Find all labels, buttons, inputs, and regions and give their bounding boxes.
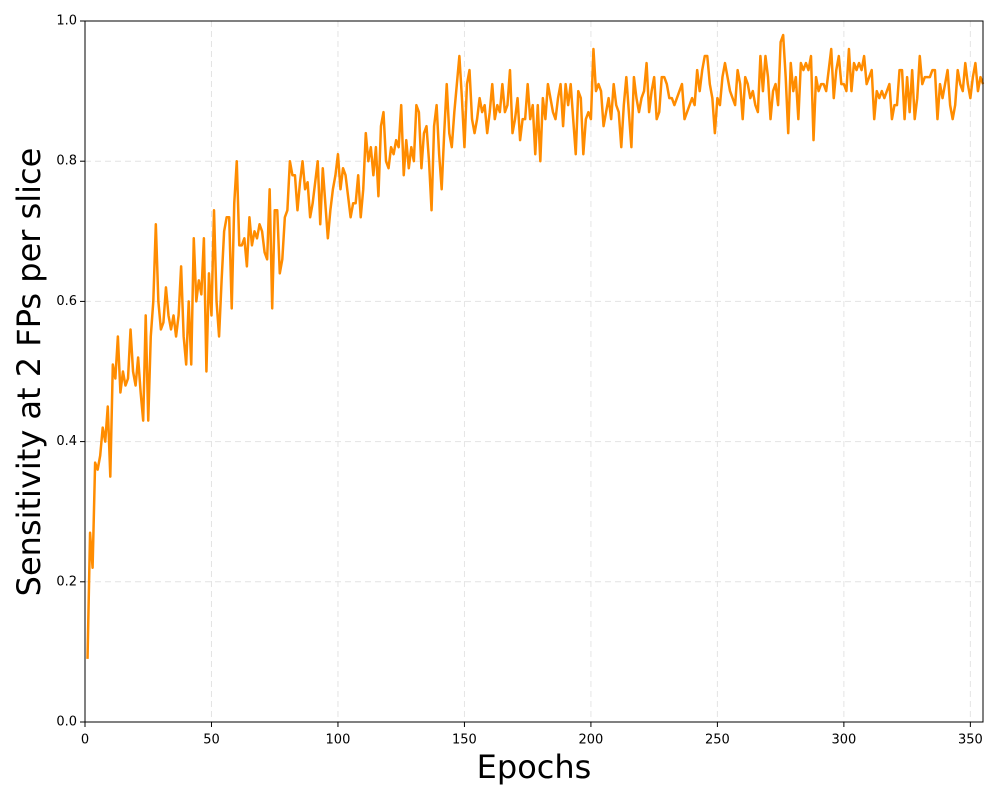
y-tick-label: 1.0 — [56, 14, 77, 29]
x-tick-label: 150 — [452, 733, 477, 748]
x-axis-label: Epochs — [477, 748, 592, 786]
x-tick-label: 200 — [579, 733, 604, 748]
y-tick-label: 0.0 — [56, 715, 77, 730]
y-axis-label: Sensitivity at 2 FPs per slice — [10, 148, 48, 597]
x-tick-label: 0 — [81, 733, 89, 748]
plot-frame — [84, 20, 984, 723]
x-tick-label: 300 — [831, 733, 856, 748]
y-tick-label: 0.4 — [56, 434, 77, 449]
y-tick-label: 0.8 — [56, 154, 77, 169]
data-line — [86, 33, 985, 659]
x-tick-label: 50 — [203, 733, 220, 748]
x-tick-label: 100 — [326, 733, 351, 748]
y-tick-label: 0.2 — [56, 574, 77, 589]
x-tick-label: 350 — [958, 733, 983, 748]
x-tick-label: 250 — [705, 733, 730, 748]
y-tick-label: 0.6 — [56, 294, 77, 309]
